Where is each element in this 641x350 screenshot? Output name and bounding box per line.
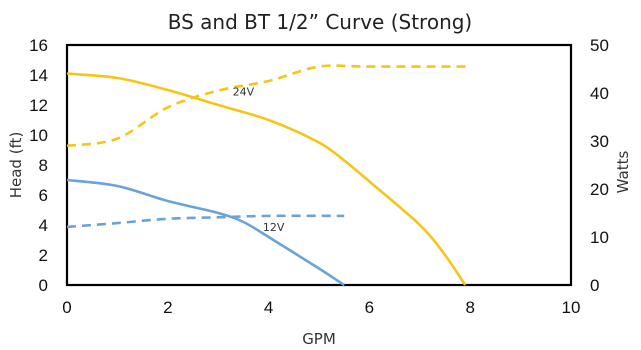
y-tick-label: 6	[39, 186, 48, 205]
chart-title: BS and BT 1/2” Curve (Strong)	[168, 10, 473, 34]
y-tick-label: 0	[39, 276, 48, 295]
y2-tick-labels: 0 10 20 30 40 50	[590, 36, 609, 295]
x-tick-label: 10	[562, 298, 581, 317]
x-tick-label: 4	[264, 298, 273, 317]
y-tick-label: 8	[39, 156, 48, 175]
series-line-1	[66, 178, 345, 287]
series-line-2	[66, 64, 471, 148]
y-tick-label: 16	[29, 36, 48, 55]
annotation-label: 24V	[233, 85, 255, 98]
x-tick-label: 6	[365, 298, 374, 317]
x-tick-label: 0	[62, 298, 71, 317]
y-tick-label: 12	[29, 96, 48, 115]
y2-axis-label: Watts	[614, 151, 632, 194]
y-tick-label: 10	[29, 126, 48, 145]
y2-tick-label: 40	[590, 84, 609, 103]
y-tick-label: 14	[29, 66, 48, 85]
y-tick-labels: 0 2 4 6 8 10 12 14 16	[29, 36, 48, 295]
y-tick-label: 2	[39, 246, 48, 265]
plot-frame	[65, 43, 573, 287]
y2-tick-label: 0	[590, 276, 599, 295]
annotations: 24V 12V	[233, 85, 285, 234]
x-tick-label: 8	[465, 298, 474, 317]
y-axis-label: Head (ft)	[7, 132, 25, 199]
y2-tick-label: 10	[590, 228, 609, 247]
series-line-0	[66, 72, 467, 286]
series-line-3	[66, 214, 345, 229]
plot-layer	[66, 64, 471, 287]
y-tick-label: 4	[39, 216, 48, 235]
y2-tick-label: 50	[590, 36, 609, 55]
x-tick-label: 2	[163, 298, 172, 317]
x-tick-labels: 0 2 4 6 8 10	[62, 298, 580, 317]
x-axis-label: GPM	[302, 330, 336, 348]
y2-tick-label: 20	[590, 180, 609, 199]
y2-tick-label: 30	[590, 132, 609, 151]
annotation-label: 12V	[263, 221, 285, 234]
